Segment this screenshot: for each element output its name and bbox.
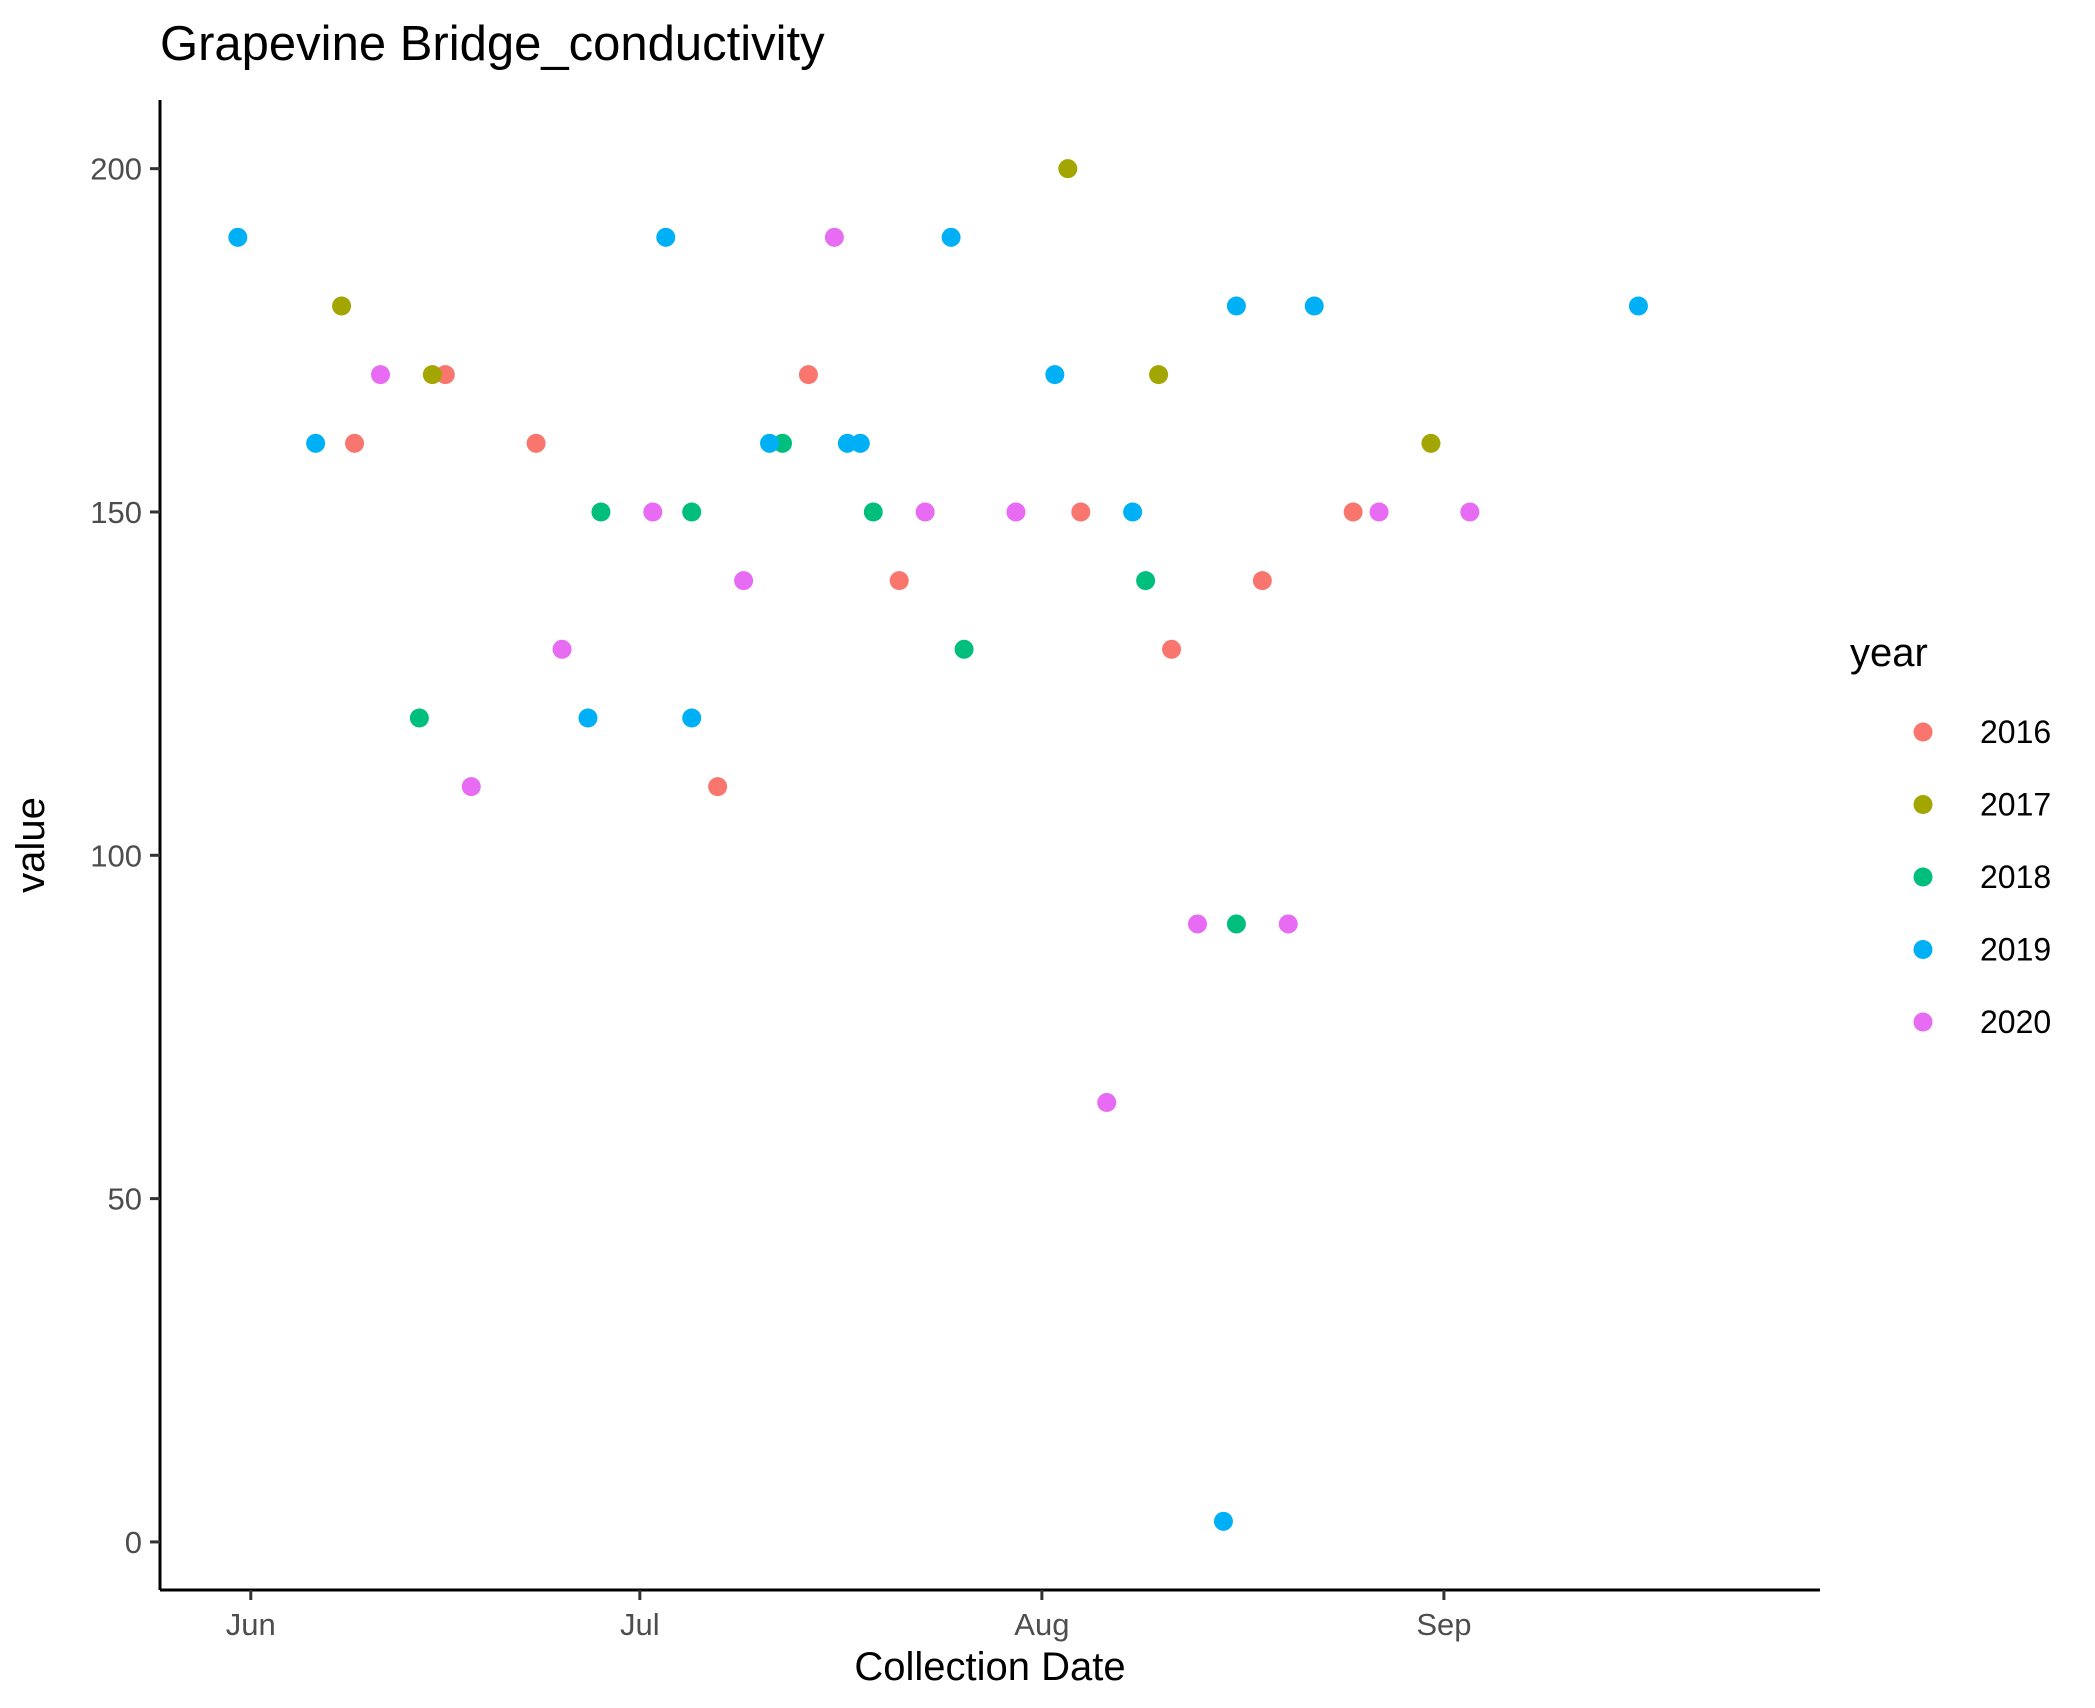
data-point bbox=[915, 502, 935, 522]
legend-label: 2017 bbox=[1980, 787, 2051, 823]
data-point bbox=[863, 502, 883, 522]
data-point bbox=[1304, 296, 1324, 316]
data-point bbox=[824, 227, 844, 247]
legend-label: 2016 bbox=[1980, 714, 2051, 750]
y-tick-label: 200 bbox=[90, 152, 142, 187]
legend-key bbox=[1913, 940, 1933, 959]
data-point bbox=[370, 365, 390, 385]
data-point bbox=[760, 433, 780, 453]
data-point bbox=[682, 708, 702, 728]
data-point bbox=[1149, 365, 1169, 385]
data-point bbox=[1628, 296, 1648, 316]
data-point bbox=[306, 433, 326, 453]
x-axis-title: Collection Date bbox=[854, 1645, 1125, 1689]
data-point bbox=[708, 777, 728, 797]
data-point bbox=[850, 433, 870, 453]
data-point bbox=[1278, 914, 1298, 934]
data-point bbox=[643, 502, 663, 522]
data-point bbox=[1123, 502, 1143, 522]
legend-label: 2019 bbox=[1980, 932, 2051, 968]
x-tick-label: Aug bbox=[1014, 1607, 1069, 1642]
data-point bbox=[1369, 502, 1389, 522]
points-layer bbox=[228, 159, 1648, 1531]
data-point bbox=[461, 777, 481, 797]
x-axis-ticks: Jun Jul Aug Sep bbox=[226, 1590, 1471, 1642]
data-point bbox=[345, 433, 365, 453]
legend-label: 2018 bbox=[1980, 859, 2051, 895]
data-point bbox=[1058, 159, 1078, 179]
data-point bbox=[1460, 502, 1480, 522]
data-point bbox=[1421, 433, 1441, 453]
legend-key bbox=[1913, 795, 1933, 814]
data-point bbox=[591, 502, 611, 522]
data-point bbox=[332, 296, 352, 316]
data-point bbox=[1188, 914, 1207, 934]
data-point bbox=[954, 639, 974, 659]
legend-title: year bbox=[1850, 631, 1928, 675]
data-point bbox=[798, 365, 818, 385]
data-point bbox=[1343, 502, 1363, 522]
chart-title: Grapevine Bridge_conductivity bbox=[160, 17, 825, 71]
x-tick-label: Sep bbox=[1416, 1607, 1471, 1642]
legend-label: 2020 bbox=[1980, 1004, 2051, 1040]
data-point bbox=[1006, 502, 1026, 522]
data-point bbox=[734, 571, 754, 591]
x-tick-label: Jul bbox=[620, 1607, 660, 1642]
data-point bbox=[422, 365, 442, 385]
data-point bbox=[228, 227, 248, 247]
data-point bbox=[1252, 571, 1272, 591]
legend: year 2016 2017 2018 2019 2020 bbox=[1850, 631, 2051, 1040]
data-point bbox=[889, 571, 909, 591]
data-point bbox=[409, 708, 429, 728]
y-axis-title: value bbox=[9, 797, 53, 893]
data-point bbox=[1162, 639, 1182, 659]
x-tick-label: Jun bbox=[226, 1607, 276, 1642]
data-point bbox=[682, 502, 702, 522]
data-point bbox=[1071, 502, 1091, 522]
legend-key bbox=[1913, 1012, 1933, 1032]
data-point bbox=[526, 433, 546, 453]
data-point bbox=[1136, 571, 1156, 591]
data-point bbox=[578, 708, 598, 728]
data-point bbox=[656, 227, 676, 247]
y-axis-ticks: 0 50 100 150 200 bbox=[90, 152, 160, 1560]
y-tick-label: 50 bbox=[108, 1182, 142, 1217]
data-point bbox=[1213, 1511, 1233, 1531]
data-point bbox=[941, 227, 961, 247]
data-point bbox=[1226, 296, 1246, 316]
legend-key bbox=[1913, 722, 1933, 742]
legend-key bbox=[1913, 867, 1933, 887]
data-point bbox=[1226, 914, 1246, 934]
y-tick-label: 100 bbox=[90, 838, 142, 873]
data-point bbox=[552, 639, 572, 659]
data-point bbox=[1097, 1092, 1117, 1112]
y-tick-label: 0 bbox=[125, 1525, 142, 1560]
data-point bbox=[1045, 365, 1065, 385]
y-tick-label: 150 bbox=[90, 495, 142, 530]
